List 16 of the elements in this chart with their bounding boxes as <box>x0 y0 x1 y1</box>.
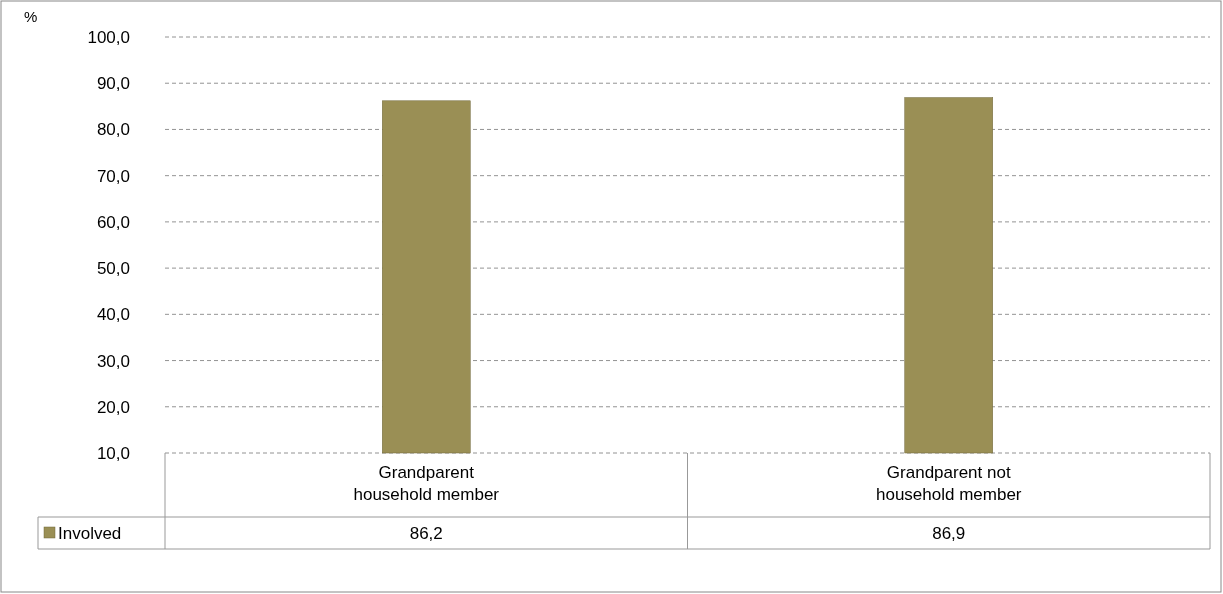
y-axis-title: % <box>24 8 38 25</box>
y-tick-label: 10,0 <box>96 443 130 463</box>
legend-label: Involved <box>58 523 122 543</box>
x-tick-label: Grandparent not household member <box>875 463 1022 504</box>
y-tick-label: 90,0 <box>96 74 130 94</box>
y-tick-label: 60,0 <box>96 212 130 232</box>
x-tick-label: Grandparent household member <box>353 463 500 504</box>
data-label: 86,9 <box>932 523 966 543</box>
y-tick-label: 20,0 <box>96 397 130 417</box>
data-label: 86,2 <box>409 523 443 543</box>
y-tick-label: 100,0 <box>87 27 130 47</box>
y-tick-label: 70,0 <box>96 166 130 186</box>
y-tick-label: 30,0 <box>96 351 130 371</box>
y-tick-label: 80,0 <box>96 120 130 140</box>
y-tick-label: 50,0 <box>96 259 130 279</box>
y-tick-label: 40,0 <box>96 305 130 325</box>
